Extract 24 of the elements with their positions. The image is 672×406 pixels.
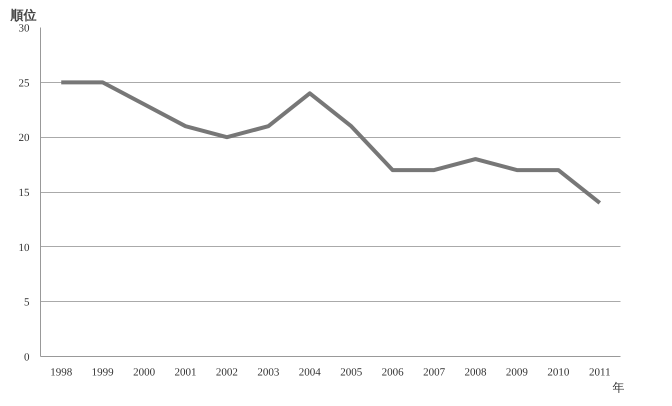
x-tick-label: 2004: [298, 366, 322, 378]
x-tick-label: 2007: [423, 366, 446, 378]
y-tick-label: 30: [18, 22, 30, 34]
line-series: [59, 80, 602, 205]
x-axis-title: 年: [612, 380, 624, 394]
y-tick-label: 20: [18, 132, 30, 144]
y-axis-title: 順位: [10, 8, 36, 22]
x-tick-label: 2002: [216, 366, 238, 378]
x-tick-label: 2003: [257, 366, 280, 378]
x-tick-label: 2010: [547, 366, 570, 378]
x-tick-label: 2005: [340, 366, 363, 378]
y-tick-label: 10: [18, 242, 30, 254]
x-tick-label: 2008: [464, 366, 487, 378]
y-tick-label: 25: [18, 77, 30, 90]
x-tick-label: 1999: [92, 366, 114, 378]
x-tick-label: 2011: [588, 366, 611, 378]
y-tick-label: 5: [24, 296, 30, 309]
y-tick-label: 15: [18, 187, 30, 199]
y-tick-label: 0: [24, 352, 30, 364]
x-tick-label: 2000: [133, 366, 156, 378]
x-tick-label: 1998: [50, 366, 73, 378]
x-tick-label: 2001: [174, 366, 196, 378]
x-tick-label: 2006: [382, 366, 404, 378]
x-tick-label: 2009: [506, 366, 528, 378]
